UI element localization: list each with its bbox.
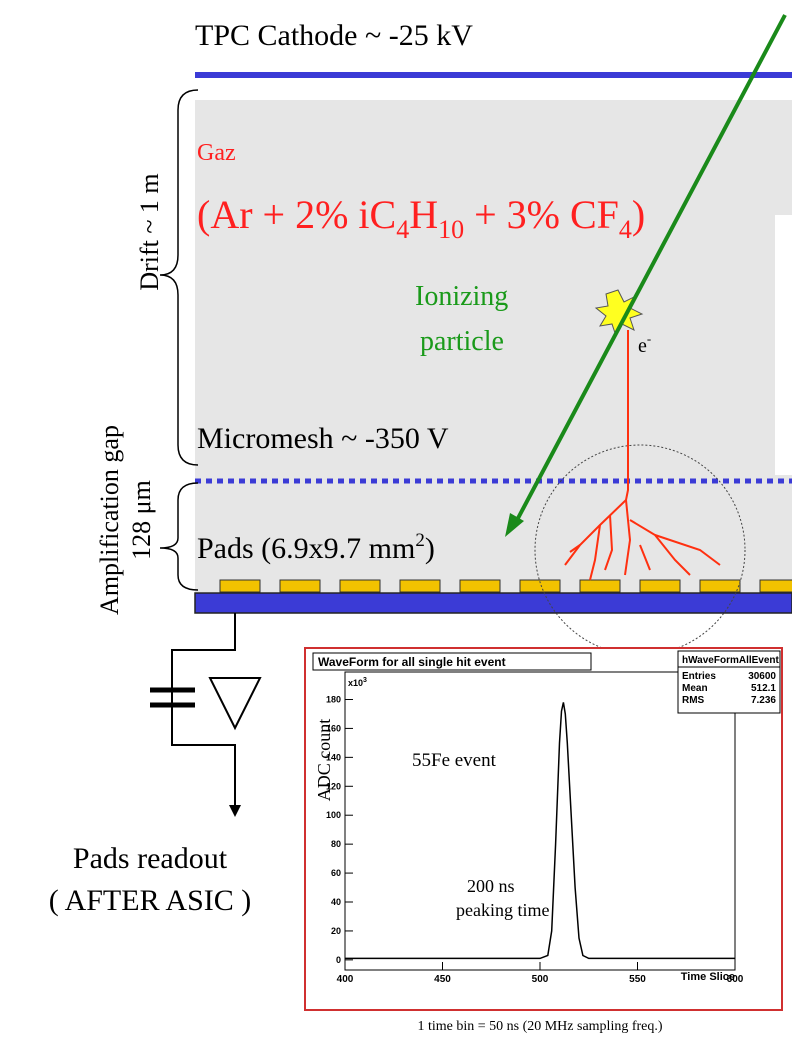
pad [220, 580, 260, 592]
particle-label: Ionizing [415, 281, 508, 312]
gas-label: Gaz [197, 140, 236, 166]
readout-label: ( AFTER ASIC ) [49, 884, 252, 917]
pads-label: Pads (6.9x9.7 mm2) [197, 530, 435, 565]
particle-label: particle [420, 326, 504, 357]
gap-label: Amplification gap [95, 425, 124, 615]
pad [460, 580, 500, 592]
annotation: peaking time [456, 900, 549, 920]
multiplier-exp: 3 [363, 677, 367, 684]
pad [400, 580, 440, 592]
y-tick-label: 140 [326, 752, 341, 762]
stats-value: 7.236 [751, 695, 776, 706]
stats-value: 512.1 [751, 683, 776, 694]
caption: 1 time bin = 50 ns (20 MHz sampling freq… [417, 1019, 662, 1034]
pad [580, 580, 620, 592]
stats-name: hWaveFormAllEvent [682, 655, 780, 666]
stats-value: 30600 [748, 671, 776, 682]
annotation: 200 ns [467, 876, 515, 896]
y-tick-label: 20 [331, 926, 341, 936]
pad [760, 580, 792, 592]
electron: e [638, 335, 647, 357]
formula-part: (Ar + 2% iC [197, 192, 396, 237]
stats-key: RMS [682, 695, 705, 706]
y-tick-label: 40 [331, 897, 341, 907]
cathode-label: TPC Cathode ~ -25 kV [195, 19, 473, 52]
formula-part: + 3% CF [464, 192, 619, 237]
y-tick-label: 160 [326, 723, 341, 733]
readout-arrow [229, 805, 241, 817]
x-tick-label: 400 [337, 974, 354, 985]
formula-sub: 10 [438, 215, 464, 244]
x-tick-label: 600 [727, 974, 744, 985]
mesh-label: Micromesh ~ -350 V [197, 422, 449, 455]
pad [340, 580, 380, 592]
stats-key: Entries [682, 671, 716, 682]
electron-charge: - [647, 331, 651, 346]
readout-label: Pads readout [73, 842, 228, 875]
pad [700, 580, 740, 592]
gap-white [775, 215, 792, 475]
y-tick-label: 120 [326, 781, 341, 791]
drift-brace [160, 90, 198, 465]
pad [640, 580, 680, 592]
formula-sub: 4 [619, 215, 632, 244]
readout-plane [195, 593, 792, 613]
y-tick-label: 80 [331, 839, 341, 849]
pads-sup: 2 [415, 530, 425, 551]
x-tick-label: 500 [532, 974, 549, 985]
x-tick-label: 550 [629, 974, 646, 985]
pads-text: ) [425, 532, 435, 565]
gap-size: 128 μm [127, 480, 156, 560]
x-tick-label: 450 [434, 974, 451, 985]
y-tick-label: 60 [331, 868, 341, 878]
formula-part: H [409, 192, 438, 237]
pad [280, 580, 320, 592]
formula-sub: 4 [396, 215, 409, 244]
gas-formula: (Ar + 2% iC4H10 + 3% CF4) [197, 192, 645, 244]
annotation: 55Fe event [412, 750, 497, 771]
chart-title: WaveForm for all single hit event [318, 655, 506, 669]
page: { "cathode_label": "TPC Cathode ~ -25 kV… [0, 0, 792, 1039]
diagram: TPC Cathode ~ -25 kV Drift ~ 1 m Amplifi… [0, 0, 792, 1039]
stats-key: Mean [682, 683, 708, 694]
formula-part: ) [632, 192, 645, 237]
circuit [150, 613, 260, 805]
multiplier: x10 [348, 678, 363, 688]
y-tick-label: 0 [336, 955, 341, 965]
drift-label: Drift ~ 1 m [135, 173, 164, 290]
y-tick-label: 100 [326, 810, 341, 820]
pads-text: Pads (6.9x9.7 mm [197, 532, 415, 565]
y-tick-label: 180 [326, 694, 341, 704]
gap-brace [160, 483, 198, 590]
plot-area [345, 672, 735, 970]
